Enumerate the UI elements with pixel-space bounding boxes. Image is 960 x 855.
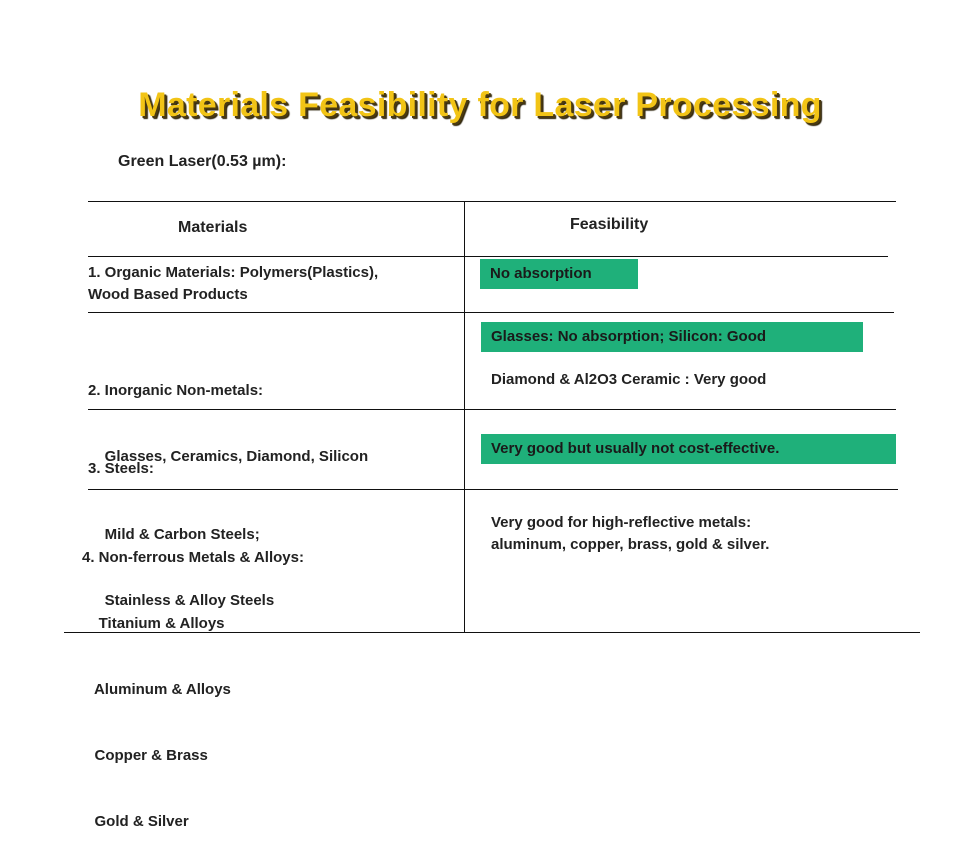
row-2-feasibility-highlight: Glasses: No absorption; Silicon: Good	[481, 322, 863, 352]
materials-line: 1. Organic Materials: Polymers(Plastics)…	[88, 264, 379, 281]
materials-line: 4. Non-ferrous Metals & Alloys:	[82, 549, 304, 566]
feasibility-line: aluminum, copper, brass, gold & silver.	[491, 536, 770, 553]
materials-line: Mild & Carbon Steels;	[88, 526, 260, 543]
materials-line: 3. Steels:	[88, 460, 154, 477]
materials-line: Gold & Silver	[82, 813, 189, 830]
row-1-materials: 1. Organic Materials: Polymers(Plastics)…	[88, 262, 378, 306]
materials-line: 2. Inorganic Non-metals:	[88, 382, 264, 399]
slide-subtitle: Green Laser(0.53 µm):	[118, 153, 287, 170]
row-2-materials: 2. Inorganic Non-metals: Glasses, Cerami…	[88, 336, 368, 490]
header-feasibility: Feasibility	[570, 216, 649, 233]
row-4-feasibility-text: Very good for high-reflective metals: al…	[491, 512, 769, 556]
header-rule	[88, 256, 888, 257]
slide-title: Materials Feasibility for Laser Processi…	[138, 86, 822, 124]
materials-line: Copper & Brass	[82, 747, 208, 764]
row-1-feasibility-highlight: No absorption	[480, 259, 638, 289]
table-bottom-rule	[64, 632, 920, 633]
row-3-materials: 3. Steels: Mild & Carbon Steels; Stainle…	[88, 414, 274, 634]
materials-line: Glasses, Ceramics, Diamond, Silicon	[88, 448, 369, 465]
row-2-feasibility-text: Diamond & Al2O3 Ceramic : Very good	[491, 371, 767, 388]
materials-line: Titanium & Alloys	[82, 615, 225, 632]
feasibility-line: Very good for high-reflective metals:	[491, 514, 752, 531]
header-materials: Materials	[178, 219, 248, 236]
materials-line: Aluminum & Alloys	[82, 681, 231, 698]
row-4-materials: 4. Non-ferrous Metals & Alloys: Titanium…	[82, 503, 304, 855]
row-1-rule	[88, 312, 894, 313]
materials-line: Stainless & Alloy Steels	[88, 592, 275, 609]
materials-line: Wood Based Products	[88, 286, 248, 303]
table-top-rule	[88, 201, 896, 202]
row-3-rule	[88, 489, 898, 490]
row-2-rule	[88, 409, 896, 410]
column-divider	[464, 201, 465, 633]
row-3-feasibility-highlight: Very good but usually not cost-effective…	[481, 434, 896, 464]
